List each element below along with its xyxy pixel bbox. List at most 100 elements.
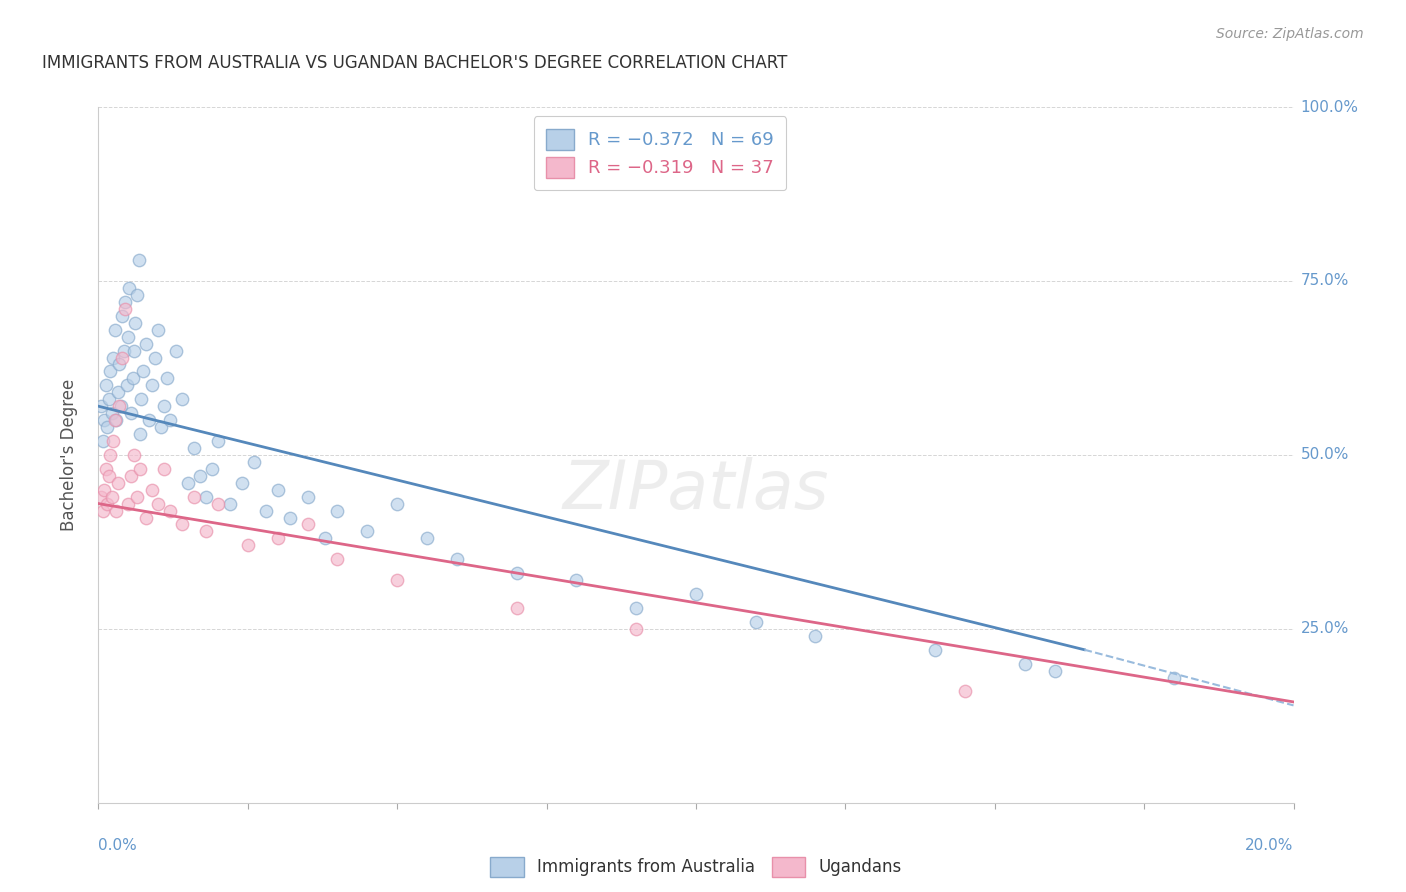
Point — [201, 462, 224, 476]
Point — [219, 497, 242, 511]
Point — [1043, 664, 1066, 678]
Point — [132, 364, 155, 378]
Text: 20.0%: 20.0% — [1246, 838, 1294, 854]
Point — [267, 532, 290, 546]
Text: 25.0%: 25.0% — [1301, 622, 1348, 636]
Text: 50.0%: 50.0% — [1301, 448, 1348, 462]
Point — [117, 329, 139, 343]
Point — [150, 420, 173, 434]
Point — [207, 497, 229, 511]
Text: 75.0%: 75.0% — [1301, 274, 1348, 288]
Point — [131, 392, 153, 407]
Point — [194, 490, 218, 504]
Text: IMMIGRANTS FROM AUSTRALIA VS UGANDAN BACHELOR'S DEGREE CORRELATION CHART: IMMIGRANTS FROM AUSTRALIA VS UGANDAN BAC… — [42, 54, 787, 71]
Point — [98, 468, 121, 483]
Point — [118, 281, 141, 295]
Point — [114, 301, 136, 316]
Point — [506, 601, 529, 615]
Point — [254, 503, 277, 517]
Point — [159, 503, 181, 517]
Point — [98, 364, 122, 378]
Point — [1014, 657, 1036, 671]
Point — [114, 294, 136, 309]
Point — [91, 434, 114, 448]
Text: 0.0%: 0.0% — [98, 838, 138, 854]
Point — [207, 434, 229, 448]
Point — [103, 351, 125, 365]
Point — [624, 622, 647, 636]
Point — [111, 309, 134, 323]
Point — [1163, 671, 1185, 685]
Point — [120, 468, 142, 483]
Point — [314, 532, 337, 546]
Point — [416, 532, 439, 546]
Y-axis label: Bachelor's Degree: Bachelor's Degree — [59, 379, 77, 531]
Point — [120, 406, 142, 420]
Point — [148, 497, 170, 511]
Point — [94, 378, 117, 392]
Point — [156, 371, 179, 385]
Point — [129, 427, 152, 442]
Point — [107, 475, 129, 490]
Point — [100, 406, 122, 420]
Point — [129, 462, 152, 476]
Point — [96, 420, 118, 434]
Point — [110, 399, 132, 413]
Point — [188, 468, 211, 483]
Point — [804, 629, 827, 643]
Point — [127, 490, 149, 504]
Point — [685, 587, 707, 601]
Point — [446, 552, 468, 566]
Point — [105, 413, 128, 427]
Point — [90, 490, 112, 504]
Point — [104, 323, 127, 337]
Point — [278, 510, 301, 524]
Point — [98, 392, 121, 407]
Point — [100, 490, 122, 504]
Point — [745, 615, 768, 629]
Point — [177, 475, 200, 490]
Point — [127, 288, 149, 302]
Point — [172, 517, 194, 532]
Point — [103, 434, 125, 448]
Point — [135, 336, 157, 351]
Point — [565, 573, 588, 587]
Point — [326, 552, 349, 566]
Point — [953, 684, 976, 698]
Point — [128, 253, 150, 268]
Point — [94, 462, 117, 476]
Point — [112, 343, 135, 358]
Point — [172, 392, 194, 407]
Point — [236, 538, 259, 552]
Point — [124, 343, 146, 358]
Text: ZIPatlas: ZIPatlas — [562, 457, 830, 523]
Point — [124, 316, 146, 330]
Point — [141, 483, 163, 497]
Point — [385, 497, 409, 511]
Point — [143, 351, 166, 365]
Point — [98, 448, 122, 462]
Point — [107, 385, 129, 400]
Point — [153, 462, 176, 476]
Point — [111, 351, 134, 365]
Point — [93, 413, 115, 427]
Point — [231, 475, 253, 490]
Point — [183, 441, 205, 455]
Point — [194, 524, 218, 539]
Point — [267, 483, 290, 497]
Point — [148, 323, 170, 337]
Legend: Immigrants from Australia, Ugandans: Immigrants from Australia, Ugandans — [482, 849, 910, 885]
Point — [183, 490, 205, 504]
Point — [924, 642, 946, 657]
Point — [506, 566, 529, 581]
Point — [117, 497, 139, 511]
Point — [96, 497, 118, 511]
Point — [108, 399, 131, 413]
Point — [115, 378, 138, 392]
Point — [91, 503, 114, 517]
Point — [124, 448, 146, 462]
Point — [326, 503, 349, 517]
Point — [122, 371, 145, 385]
Point — [141, 378, 163, 392]
Point — [153, 399, 176, 413]
